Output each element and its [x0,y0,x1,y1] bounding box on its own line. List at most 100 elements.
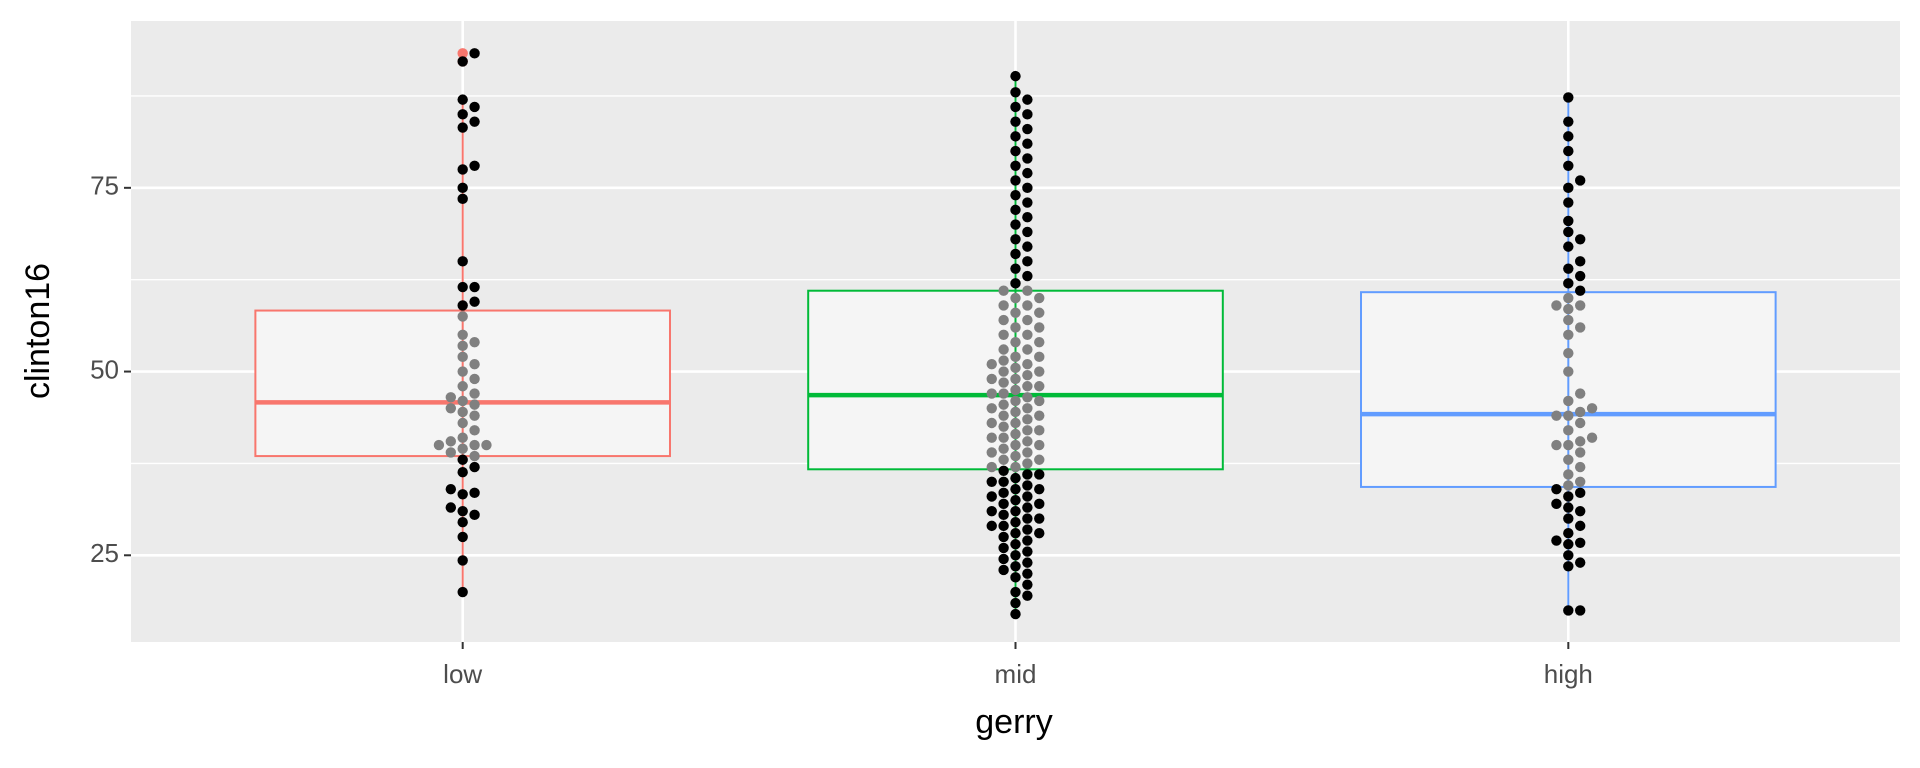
point [1563,278,1574,289]
point [1574,388,1586,399]
point [1022,414,1033,425]
point [1563,226,1574,238]
point [457,489,468,500]
point [986,403,997,414]
point [1022,447,1033,458]
point [998,487,1009,499]
point [1010,234,1021,245]
point [1010,292,1021,304]
point [1022,425,1033,436]
point [986,417,997,429]
point [998,355,1009,366]
point [998,520,1009,532]
point [1551,535,1562,546]
point [1010,263,1021,274]
point [1563,395,1574,407]
point [1010,450,1021,462]
point [1022,370,1033,381]
point [457,555,468,566]
point [457,517,468,528]
point [998,443,1009,454]
point [1563,329,1574,341]
point [1574,175,1586,186]
point [1022,403,1033,414]
point [1022,568,1033,579]
point [998,465,1009,476]
point [1563,439,1574,451]
point [986,461,997,473]
point [1563,605,1574,616]
point [986,476,997,487]
point [1034,395,1045,407]
point [1574,256,1586,267]
point [1563,303,1574,315]
point [1010,362,1021,374]
point [1022,270,1033,282]
point [1010,483,1021,495]
point [469,410,480,421]
point [445,483,457,495]
point [1010,517,1021,528]
point [986,432,997,443]
point [998,421,1009,432]
point [1563,528,1574,539]
point [1022,579,1033,590]
point [1010,322,1021,333]
point [1574,476,1586,487]
point [457,256,468,267]
point [457,56,468,67]
point [998,553,1009,565]
point [1563,241,1574,252]
point [1034,513,1045,524]
point [1010,116,1021,127]
point [457,505,468,517]
point [998,285,1009,296]
point [1022,359,1033,370]
point [1563,182,1574,194]
point [481,439,492,451]
point [457,311,468,322]
point [469,450,480,462]
point [998,344,1009,355]
point [1034,439,1045,451]
point [986,520,997,532]
point [1563,410,1574,421]
point [1022,241,1033,252]
point [1010,428,1021,440]
point [445,403,457,414]
outlier [457,48,468,59]
point [469,101,480,113]
point [457,531,468,543]
point [986,447,997,458]
point [1022,197,1033,208]
point [1563,347,1574,359]
point [1022,469,1033,480]
point [1022,546,1033,557]
point [998,454,1009,465]
point [1563,480,1574,491]
point [1551,439,1562,451]
point [1551,483,1562,495]
point [1563,92,1574,103]
point [1022,329,1033,341]
point [1022,557,1033,568]
point [998,542,1009,554]
point [469,399,480,410]
point [457,432,468,443]
point [998,388,1009,399]
point [1574,270,1586,282]
x-tick-label: low [443,659,482,689]
y-tick-label: 50 [90,354,119,384]
point [1010,87,1021,98]
point [1586,403,1598,414]
point [986,373,997,385]
point [1563,116,1574,127]
point [1034,336,1045,348]
point [1574,557,1586,568]
point [469,160,480,171]
point [1010,472,1021,484]
point [1563,539,1574,550]
point [1563,561,1574,572]
point [1574,520,1586,532]
